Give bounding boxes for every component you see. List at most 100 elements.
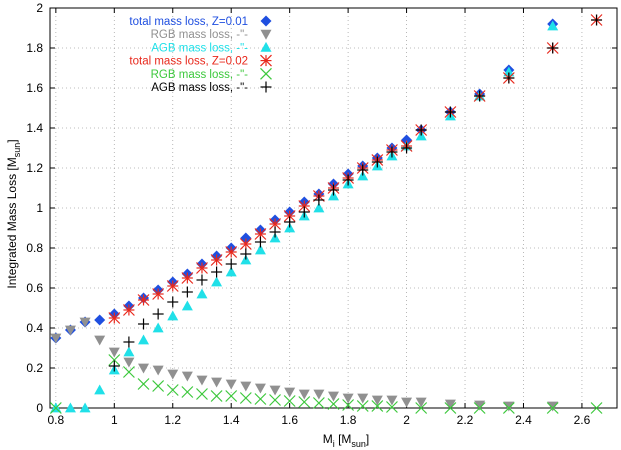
data-point [283,210,296,222]
data-point [122,304,135,316]
data-point [342,393,354,404]
data-point [591,14,603,26]
data-point [211,377,223,388]
data-point [152,308,164,320]
data-point [328,391,339,402]
data-point [401,142,413,154]
data-point [167,369,179,380]
data-point [211,276,223,287]
data-point [371,400,384,412]
data-point [269,218,281,230]
grid [50,7,617,409]
y-tick-label: 0.4 [26,321,43,335]
data-point [415,402,428,414]
legend-label: total mass loss, Z=0.01 [129,16,248,28]
data-point [49,402,62,414]
x-tick-label: 2.4 [515,413,532,427]
x-tick-label: 0.8 [48,413,65,427]
data-point [225,246,238,258]
x-tick-label: 1 [111,413,118,427]
data-point [240,381,252,392]
data-point [225,258,237,270]
legend-label: RGB mass loss, -"- [151,69,249,81]
data-point [503,401,515,412]
data-point [444,399,456,410]
x-tick-label: 2.2 [457,413,474,427]
data-point [138,363,150,374]
data-point [94,335,106,346]
data-point [152,322,164,333]
data-point [327,398,340,410]
data-point [254,236,266,248]
series-6 [108,14,603,372]
x-tick-label: 1.6 [281,413,298,427]
data-point [357,164,369,176]
data-point [152,380,165,392]
data-point [284,216,296,228]
data-point [239,392,252,404]
data-point [240,248,252,260]
data-point [196,375,208,386]
data-point [342,174,354,186]
data-point [298,389,310,400]
data-point [196,288,208,299]
y-tick-label: 2 [36,1,43,15]
data-point [473,402,486,414]
data-point [210,390,223,402]
data-point [313,194,325,206]
legend-marker [260,15,272,27]
data-point [444,106,456,118]
series-layer [49,14,603,414]
data-point [239,238,252,250]
data-point [181,371,193,382]
data-point [342,399,355,411]
legend-marker [260,29,272,40]
data-point [386,395,398,406]
y-tick-label: 0.2 [26,361,43,375]
data-point [138,334,150,345]
data-point [108,347,120,358]
data-point [137,294,150,306]
legend-marker [260,81,272,93]
data-point [371,395,383,406]
data-point [211,266,223,278]
plot-frame [49,7,618,409]
data-point [108,360,120,372]
data-point [313,389,325,400]
ticks [50,7,617,409]
legend-label: total mass loss, Z=0.02 [129,56,248,68]
data-point [590,402,603,414]
legend-label: AGB mass loss, -"- [151,42,248,54]
y-tick-label: 0 [36,401,43,415]
y-tick-label: 0.6 [26,281,43,295]
data-point [269,226,281,238]
data-point [474,90,486,102]
data-point [503,66,515,77]
data-point [210,254,223,266]
data-point [167,310,179,321]
data-point [474,400,486,411]
data-point [167,296,179,308]
data-point [137,378,150,390]
y-tick-label: 1 [36,201,43,215]
data-point [546,402,559,414]
data-point [254,244,266,255]
data-point [79,317,91,328]
data-point [225,390,238,402]
y-axis-title: Integrated Mass Loss [Msun] [5,139,22,288]
data-point [312,397,325,409]
data-point [401,397,413,408]
y-tick-label: 1.8 [26,41,43,55]
data-point [138,318,150,330]
data-point [122,366,135,378]
data-point [166,384,179,396]
data-point [254,228,267,240]
data-point [196,388,208,400]
data-point [298,206,310,218]
data-point [225,379,237,390]
data-point [547,20,559,31]
data-point [313,202,325,213]
legend-marker [260,41,272,52]
data-point [356,400,369,412]
